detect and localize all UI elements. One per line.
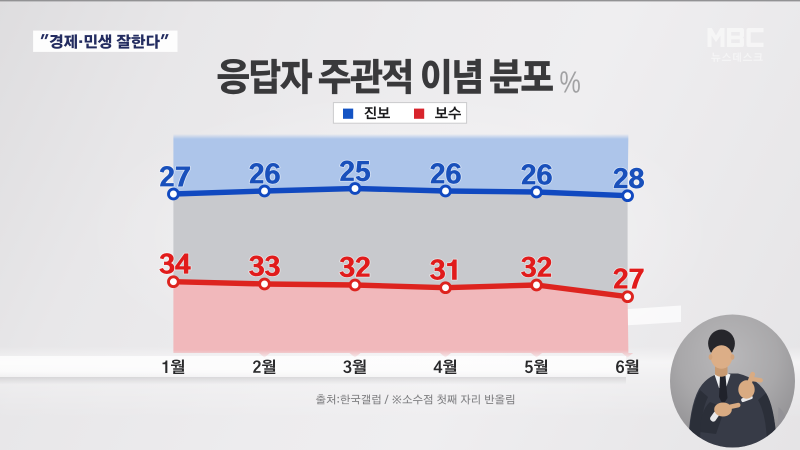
svg-text:%: % xyxy=(560,64,581,99)
